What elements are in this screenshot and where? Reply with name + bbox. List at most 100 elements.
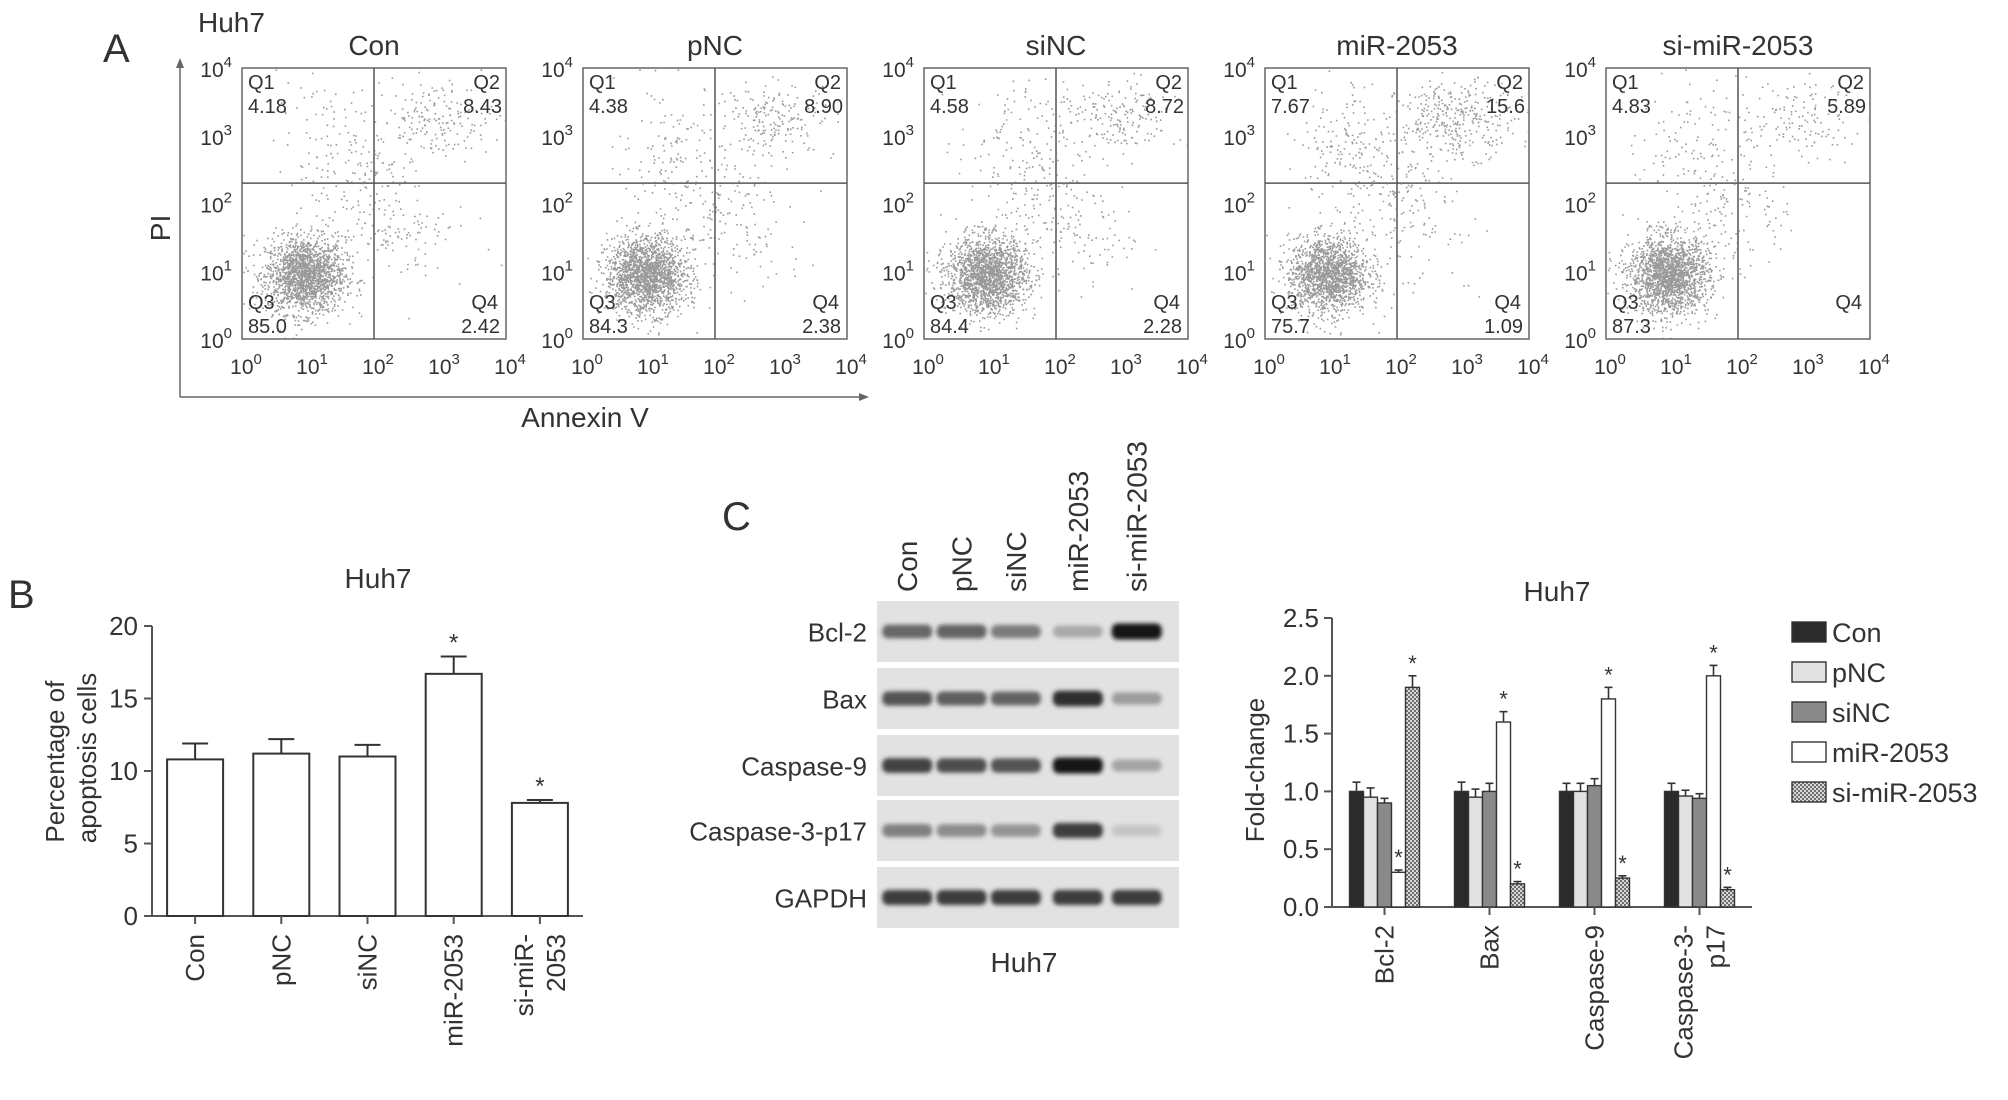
tick-base: 10 (1564, 262, 1587, 285)
flow-y-tick-label: 104 (1223, 54, 1255, 82)
tick-exponent: 1 (565, 257, 573, 274)
flow-scatter-dots (1266, 70, 1530, 336)
chart-b-category-label: siNC (353, 934, 383, 990)
quadrant-value-q3: 84.3 (589, 316, 628, 338)
quadrant-label-q2: Q2 (1496, 72, 1523, 94)
tick-base: 10 (769, 356, 792, 379)
quadrant-label-q3: Q3 (1612, 292, 1639, 314)
quadrant-label-q4: Q4 (1835, 292, 1862, 314)
panel-label-c: C (722, 495, 751, 539)
chart-b-y-axis-title: Percentage of apoptosis cells (40, 673, 102, 844)
quadrant-label-q2: Q2 (814, 72, 841, 94)
tick-exponent: 1 (1343, 351, 1351, 368)
quadrant-value-q1: 4.58 (930, 96, 969, 118)
tick-base: 10 (882, 262, 905, 285)
tick-base: 10 (296, 356, 319, 379)
western-lane-label: si-miR-2053 (1122, 441, 1153, 592)
flow-x-tick-label: 104 (494, 351, 526, 379)
tick-exponent: 3 (1134, 351, 1142, 368)
flow-x-tick-label: 100 (1253, 351, 1285, 379)
tick-base: 10 (912, 356, 935, 379)
flow-scatter-dots (587, 69, 839, 336)
flow-plot-title: miR-2053 (1336, 30, 1457, 61)
quadrant-value-q3: 84.4 (930, 316, 969, 338)
chart-c-bar (1719, 888, 1736, 908)
chart-b-y-axis-title-line-2: apoptosis cells (72, 673, 102, 844)
flow-y-tick-label: 100 (1564, 325, 1596, 353)
quadrant-value-q4: 2.42 (461, 316, 500, 338)
tick-exponent: 1 (320, 351, 328, 368)
western-band (1111, 692, 1162, 705)
category-label-line: 2053 (541, 934, 571, 992)
chart-c-significance-marker: * (1709, 640, 1718, 665)
tick-exponent: 1 (906, 257, 914, 274)
tick-base: 10 (882, 330, 905, 353)
category-label-line: si-miR- (509, 934, 539, 1016)
legend-swatch (1791, 781, 1827, 803)
chart-b-bar (510, 801, 569, 918)
quadrant-value-q4: 2.38 (802, 316, 841, 338)
flow-y-tick-label: 103 (1223, 122, 1255, 150)
quadrant-label-q3: Q3 (589, 292, 616, 314)
tick-exponent: 4 (1247, 54, 1255, 71)
chart-c-bar (1691, 797, 1708, 908)
chart-c-bar (1705, 675, 1722, 908)
chart-b-y-tick-label: 10 (109, 756, 138, 786)
tick-base: 10 (362, 356, 385, 379)
tick-exponent: 1 (1002, 351, 1010, 368)
tick-base: 10 (1594, 356, 1617, 379)
western-band (1052, 890, 1103, 905)
chart-b-category-label: si-miR-2053 (509, 934, 571, 1016)
chart-c-significance-marker: * (1499, 687, 1508, 712)
flow-scatter-dots (243, 69, 507, 340)
tick-base: 10 (200, 195, 223, 218)
tick-exponent: 2 (1247, 190, 1255, 207)
category-label-line: Bcl-2 (1370, 925, 1400, 984)
chart-b-bar (252, 752, 311, 917)
flow-x-tick-label: 100 (571, 351, 603, 379)
tick-base: 10 (1223, 330, 1246, 353)
flow-plot-title: Con (348, 30, 399, 61)
legend-label: siNC (1832, 698, 1891, 728)
quadrant-value-q4: 2.28 (1143, 316, 1182, 338)
quadrant-value-q3: 85.0 (248, 316, 287, 338)
flow-y-tick-label: 102 (1564, 190, 1596, 218)
tick-base: 10 (978, 356, 1001, 379)
quadrant-value-q2: 8.72 (1145, 96, 1184, 118)
quadrant-label-q3: Q3 (1271, 292, 1298, 314)
tick-base: 10 (1044, 356, 1067, 379)
quadrant-label-q2: Q2 (1837, 72, 1864, 94)
tick-exponent: 0 (224, 325, 232, 342)
tick-exponent: 0 (1277, 351, 1285, 368)
chart-c-y-axis-title: Fold-change (1240, 698, 1270, 843)
western-band (1052, 690, 1103, 707)
western-protein-label: Bax (822, 685, 867, 715)
flow-y-axis-title: PI (145, 215, 176, 241)
flow-plot-title: pNC (687, 30, 743, 61)
chart-c-bar (1663, 790, 1680, 908)
flow-plot: ConQ14.18Q28.43Q385.0Q42.421001001011011… (200, 30, 526, 379)
flow-x-tick-label: 100 (1594, 351, 1626, 379)
chart-c-significance-marker: * (1604, 662, 1613, 687)
flow-y-tick-label: 103 (882, 122, 914, 150)
category-label-line: siNC (353, 934, 383, 990)
tick-exponent: 0 (1618, 351, 1626, 368)
quadrant-label-q1: Q1 (589, 72, 616, 94)
western-lane-label: miR-2053 (1063, 471, 1094, 592)
western-band (990, 758, 1041, 773)
tick-exponent: 3 (1247, 122, 1255, 139)
chart-c-bar (1362, 796, 1379, 908)
chart-c-title: Huh7 (1524, 576, 1591, 607)
chart-b-title: Huh7 (345, 563, 412, 594)
chart-b-category-label: pNC (266, 934, 296, 986)
flow-y-tick-label: 101 (882, 257, 914, 285)
tick-base: 10 (571, 356, 594, 379)
tick-exponent: 4 (224, 54, 232, 71)
tick-exponent: 0 (906, 325, 914, 342)
quadrant-value-q3: 75.7 (1271, 316, 1310, 338)
flow-y-tick-label: 100 (541, 325, 573, 353)
chart-c-y-tick-label: 1.5 (1283, 719, 1319, 749)
quadrant-value-q1: 7.67 (1271, 96, 1310, 118)
tick-exponent: 0 (565, 325, 573, 342)
tick-base: 10 (1564, 59, 1587, 82)
